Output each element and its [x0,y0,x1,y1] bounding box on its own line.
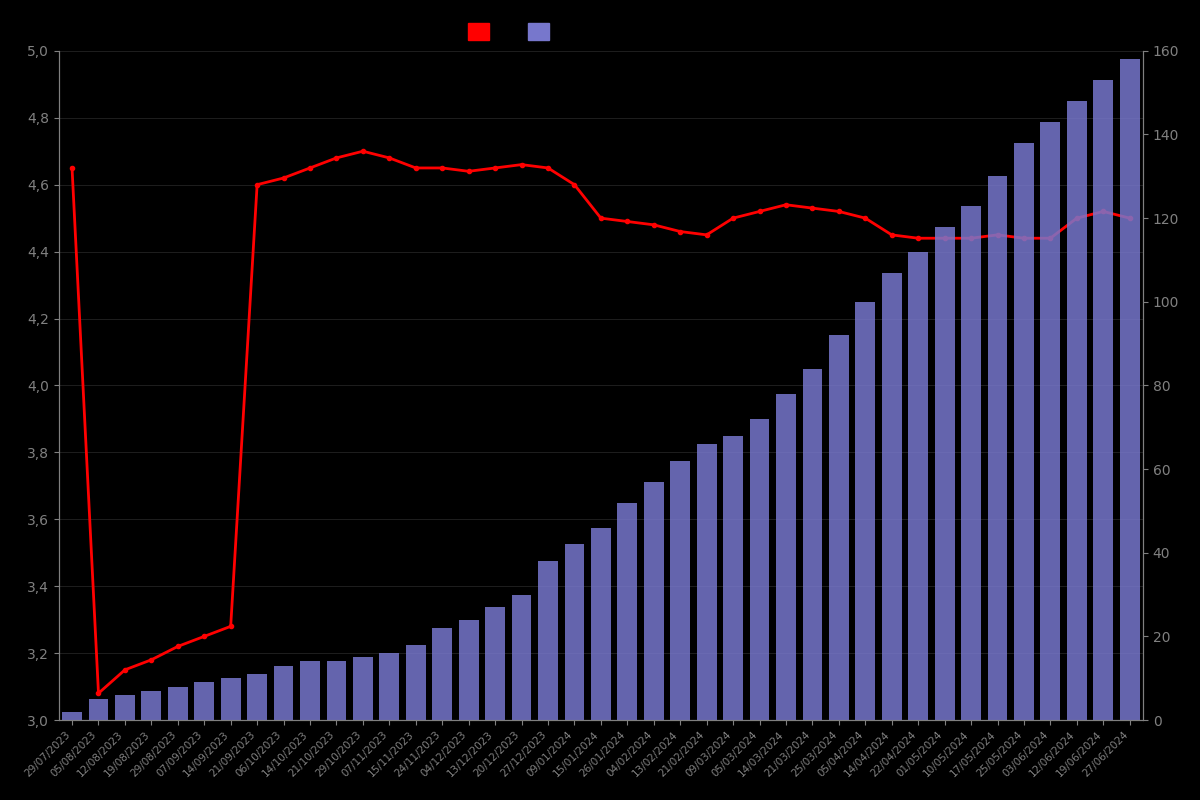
Bar [485,607,505,720]
Bar [458,620,479,720]
Bar [538,561,558,720]
Bar [1093,80,1114,720]
Bar [1067,101,1087,720]
Bar [908,252,928,720]
Bar [935,226,954,720]
Bar [671,461,690,720]
Bar [511,594,532,720]
Bar [274,666,294,720]
Bar [618,502,637,720]
Bar [961,206,980,720]
Bar [247,674,268,720]
Bar [697,444,716,720]
Bar [115,695,134,720]
Bar [1014,143,1034,720]
Bar [590,528,611,720]
Bar [856,302,875,720]
Bar [988,176,1008,720]
Bar [803,369,822,720]
Bar [882,273,901,720]
Bar [300,662,320,720]
Bar [168,686,187,720]
Bar [776,394,796,720]
Bar [326,662,347,720]
Bar [644,482,664,720]
Legend: , : , [463,18,565,46]
Bar [750,419,769,720]
Bar [353,658,373,720]
Bar [564,544,584,720]
Bar [406,645,426,720]
Bar [1120,59,1140,720]
Bar [142,690,161,720]
Bar [194,682,214,720]
Bar [1040,122,1061,720]
Bar [829,335,848,720]
Bar [379,653,400,720]
Bar [62,712,82,720]
Bar [724,436,743,720]
Bar [432,628,452,720]
Bar [221,678,241,720]
Bar [89,699,108,720]
